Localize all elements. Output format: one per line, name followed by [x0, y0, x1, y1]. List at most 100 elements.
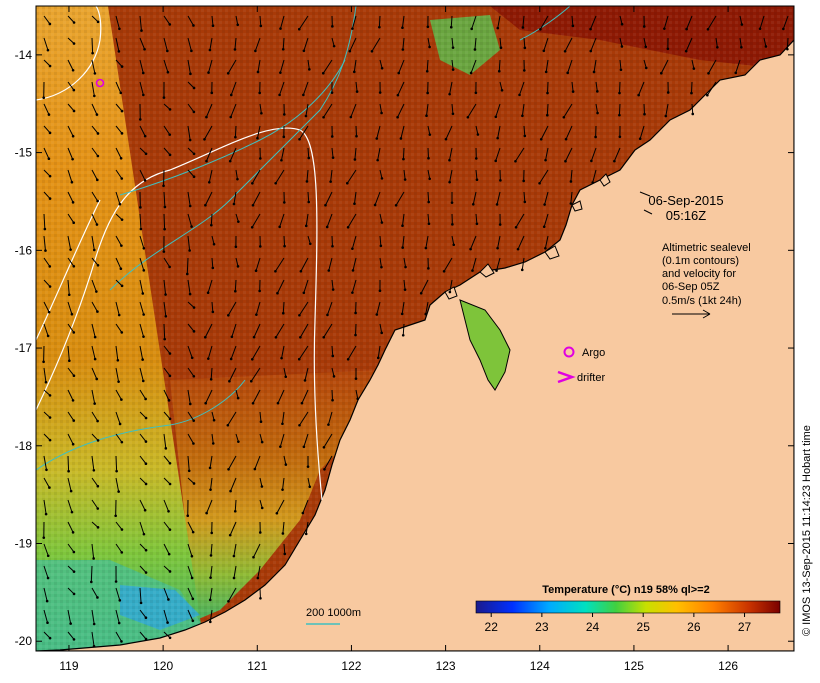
- velocity-arrow-head: [227, 468, 230, 471]
- velocity-arrow-head: [305, 115, 308, 118]
- colorbar-tick-label: 23: [535, 620, 549, 634]
- velocity-arrow-head: [298, 314, 301, 317]
- velocity-arrow-head: [191, 577, 194, 580]
- velocity-arrow-head: [322, 336, 325, 339]
- velocity-arrow-head: [210, 378, 213, 381]
- velocity-arrow: [284, 236, 285, 246]
- colorbar-tick-label: 24: [586, 620, 600, 634]
- velocity-arrow-head: [237, 397, 240, 400]
- velocity-arrow-head: [97, 264, 100, 267]
- velocity-arrow-head: [326, 226, 329, 229]
- velocity-arrow-head: [169, 418, 172, 421]
- velocity-arrow-head: [209, 488, 212, 491]
- velocity-arrow-head: [443, 270, 446, 273]
- velocity-arrow-head: [93, 469, 96, 472]
- lat-tick-label: -14: [15, 48, 33, 62]
- velocity-arrow-head: [255, 269, 258, 272]
- velocity-arrow-head: [543, 225, 546, 228]
- velocity-arrow-head: [189, 139, 192, 142]
- velocity-arrow-head: [282, 532, 285, 535]
- time-label: 05:16Z: [666, 208, 707, 223]
- velocity-arrow-head: [354, 312, 357, 315]
- velocity-arrow-head: [643, 25, 646, 28]
- velocity-arrow-head: [306, 180, 309, 183]
- velocity-arrow-head: [188, 469, 191, 472]
- map-plot-area: [36, 6, 794, 651]
- velocity-arrow-head: [283, 245, 286, 248]
- velocity-arrow-head: [140, 29, 143, 32]
- velocity-arrow: [379, 16, 380, 27]
- velocity-arrow-head: [261, 485, 264, 488]
- lat-tick-label: -15: [15, 146, 33, 160]
- velocity-arrow-head: [169, 636, 172, 639]
- velocity-arrow-head: [169, 352, 172, 355]
- velocity-arrow-head: [402, 334, 405, 337]
- velocity-arrow-head: [163, 250, 166, 253]
- velocity-arrow-head: [396, 116, 399, 119]
- velocity-arrow-head: [94, 336, 97, 339]
- velocity-arrow-head: [120, 551, 123, 554]
- velocity-arrow-head: [209, 467, 212, 470]
- velocity-arrow-head: [251, 226, 254, 229]
- velocity-arrow-head: [121, 285, 124, 288]
- velocity-arrow-head: [667, 91, 670, 94]
- velocity-arrow-head: [168, 23, 171, 26]
- velocity-arrow-head: [72, 135, 75, 138]
- date-label: 06-Sep-2015: [648, 193, 723, 208]
- velocity-arrow-head: [494, 160, 497, 163]
- velocity-arrow-head: [96, 420, 99, 423]
- velocity-arrow-head: [380, 245, 383, 248]
- velocity-arrow-head: [210, 554, 213, 557]
- velocity-arrow-head: [120, 640, 123, 643]
- velocity-arrow-head: [707, 28, 710, 31]
- velocity-arrow-head: [233, 203, 236, 206]
- velocity-arrow-head: [283, 553, 286, 556]
- velocity-arrow-head: [251, 358, 254, 361]
- velocity-arrow-head: [741, 23, 744, 26]
- velocity-arrow-head: [72, 443, 75, 446]
- velocity-arrow-head: [395, 204, 398, 207]
- lon-tick-label: 124: [530, 659, 550, 673]
- velocity-arrow-head: [96, 200, 99, 203]
- velocity-arrow-head: [97, 485, 100, 488]
- velocity-arrow-head: [230, 358, 233, 361]
- velocity-arrow-head: [401, 224, 404, 227]
- velocity-arrow-head: [667, 47, 670, 50]
- velocity-arrow-head: [401, 313, 404, 316]
- velocity-arrow-head: [141, 358, 144, 361]
- velocity-arrow-head: [119, 423, 122, 426]
- velocity-arrow-head: [355, 377, 358, 380]
- velocity-arrow-head: [452, 68, 455, 71]
- velocity-arrow-head: [73, 593, 76, 596]
- velocity-arrow-head: [169, 154, 172, 157]
- velocity-arrow-head: [168, 553, 171, 556]
- velocity-arrow-head: [121, 218, 124, 221]
- velocity-arrow-head: [47, 49, 50, 52]
- velocity-arrow-head: [209, 576, 212, 579]
- lat-tick-label: -18: [15, 439, 33, 453]
- velocity-arrow-head: [189, 73, 192, 76]
- velocity-arrow-head: [188, 249, 191, 252]
- velocity-arrow-head: [691, 113, 694, 116]
- velocity-arrow-head: [329, 180, 332, 183]
- velocity-arrow-head: [566, 72, 569, 75]
- velocity-arrow-head: [425, 114, 428, 117]
- velocity-arrow-head: [142, 335, 145, 338]
- velocity-arrow-head: [143, 48, 146, 51]
- velocity-arrow-head: [139, 118, 142, 121]
- velocity-arrow-head: [120, 244, 123, 247]
- velocity-arrow-head: [47, 335, 50, 338]
- velocity-arrow-head: [618, 114, 621, 117]
- velocity-arrow-head: [303, 49, 306, 52]
- velocity-arrow-head: [281, 488, 284, 491]
- velocity-arrow-head: [402, 48, 405, 51]
- velocity-arrow-head: [518, 94, 521, 97]
- velocity-arrow-head: [425, 247, 428, 250]
- velocity-arrow-head: [570, 180, 573, 183]
- velocity-arrow-head: [145, 462, 148, 465]
- velocity-arrow-head: [279, 445, 282, 448]
- velocity-arrow-head: [349, 50, 352, 53]
- velocity-arrow-head: [280, 159, 283, 162]
- velocity-arrow-head: [207, 71, 210, 74]
- velocity-arrow-head: [448, 181, 451, 184]
